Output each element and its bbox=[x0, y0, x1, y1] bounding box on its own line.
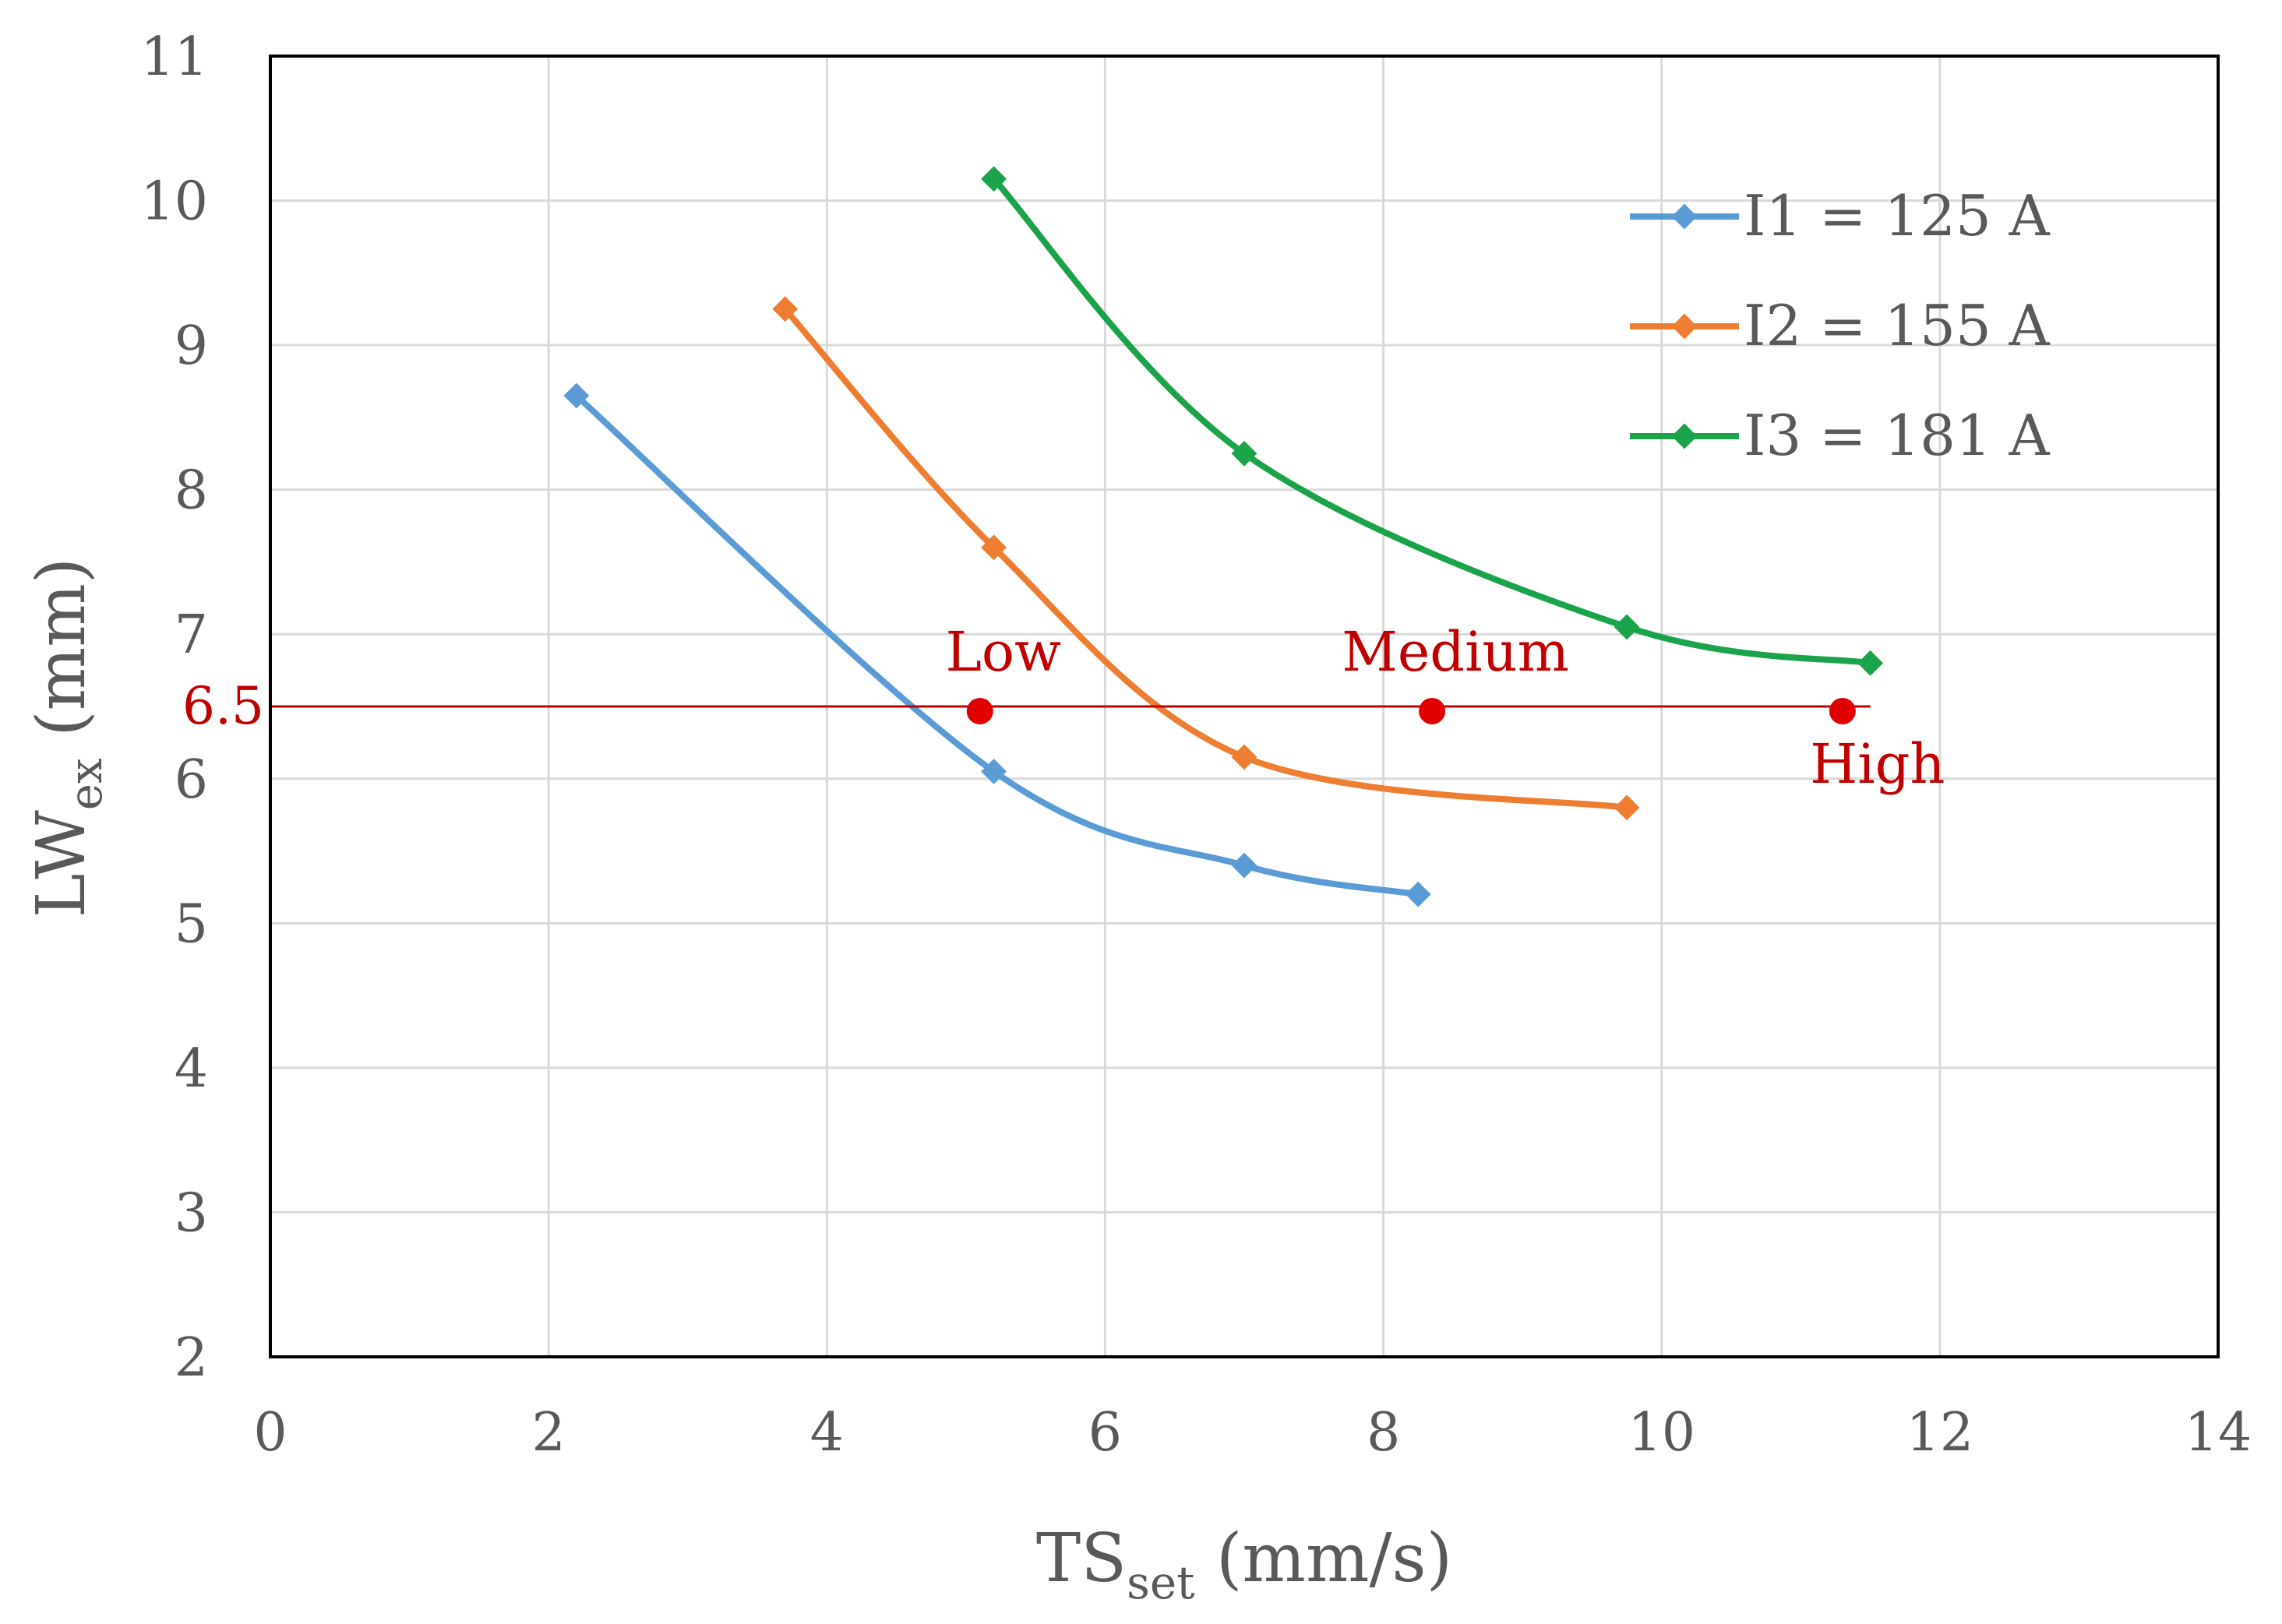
data-point-marker bbox=[1231, 440, 1257, 467]
series-3 bbox=[981, 166, 1883, 676]
y-tick-label: 5 bbox=[175, 893, 208, 955]
data-point-marker bbox=[563, 382, 590, 409]
x-tick-label: 0 bbox=[253, 1402, 287, 1464]
annotation-point bbox=[966, 698, 993, 724]
y-tick-label: 7 bbox=[175, 604, 208, 666]
y-tick-label: 10 bbox=[140, 171, 208, 233]
data-point-marker bbox=[981, 534, 1007, 561]
reference-layer: 6.5 Low Medium High bbox=[182, 620, 1945, 796]
data-point-marker bbox=[1231, 744, 1257, 770]
annotation-medium: Medium bbox=[1342, 620, 1569, 724]
legend-marker bbox=[1671, 423, 1698, 449]
y-tick-label: 9 bbox=[175, 315, 208, 377]
annotation-high: High bbox=[1810, 698, 1945, 796]
x-axis-title-main: TS bbox=[1036, 1520, 1127, 1598]
y-axis-title: LWex (mm) bbox=[23, 558, 112, 918]
x-tick-label: 6 bbox=[1088, 1402, 1122, 1464]
series-layer bbox=[563, 166, 1883, 907]
reference-line-label: 6.5 bbox=[182, 676, 264, 736]
x-tick-label: 2 bbox=[532, 1402, 566, 1464]
y-axis-title-unit: (mm) bbox=[23, 558, 101, 759]
y-axis-title-main: LW bbox=[23, 810, 101, 918]
legend-item-1: I1 = 125 A bbox=[1630, 183, 2051, 248]
series-1 bbox=[563, 382, 1431, 907]
data-point-marker bbox=[981, 166, 1007, 192]
y-tick-label: 2 bbox=[175, 1327, 208, 1389]
x-tick-label: 10 bbox=[1628, 1402, 1695, 1464]
series-line bbox=[781, 305, 1631, 811]
y-tick-label: 4 bbox=[175, 1038, 208, 1100]
plot-frame bbox=[269, 55, 2220, 1358]
x-axis-title-unit: (mm/s) bbox=[1195, 1520, 1453, 1598]
legend-label: I3 = 181 A bbox=[1744, 403, 2051, 468]
series-2 bbox=[772, 296, 1640, 821]
legend-marker bbox=[1671, 203, 1698, 230]
legend: I1 = 125 A I2 = 155 A I3 = 181 A bbox=[1630, 183, 2051, 468]
x-tick-label: 12 bbox=[1906, 1402, 1974, 1464]
y-tick-label: 11 bbox=[140, 26, 208, 88]
legend-item-2: I2 = 155 A bbox=[1630, 293, 2051, 358]
y-tick-label: 8 bbox=[175, 460, 208, 522]
data-point-marker bbox=[1405, 881, 1431, 907]
annotation-point bbox=[1829, 698, 1856, 724]
x-axis-title: TSset (mm/s) bbox=[1036, 1520, 1452, 1609]
x-tick-label: 14 bbox=[2185, 1402, 2252, 1464]
data-point-marker bbox=[1614, 794, 1640, 821]
data-point-marker bbox=[1231, 852, 1257, 879]
x-axis-ticks: 0 2 4 6 8 10 12 14 bbox=[253, 1402, 2252, 1464]
annotation-label: High bbox=[1810, 732, 1945, 796]
x-tick-label: 4 bbox=[810, 1402, 844, 1464]
data-point-marker bbox=[772, 296, 799, 322]
y-axis-ticks: 2 3 4 5 6 7 8 9 10 11 bbox=[140, 26, 208, 1389]
annotation-low: Low bbox=[945, 620, 1061, 724]
legend-item-3: I3 = 181 A bbox=[1630, 403, 2051, 468]
series-line bbox=[573, 393, 1422, 898]
legend-marker bbox=[1671, 313, 1698, 340]
legend-label: I1 = 125 A bbox=[1744, 183, 2051, 248]
y-tick-label: 3 bbox=[175, 1182, 208, 1244]
x-axis-title-subscript: set bbox=[1127, 1556, 1194, 1609]
annotation-label: Medium bbox=[1342, 620, 1569, 684]
series-line bbox=[990, 175, 1874, 667]
data-point-marker bbox=[1614, 614, 1640, 640]
annotation-point bbox=[1419, 698, 1446, 724]
annotation-label: Low bbox=[945, 620, 1061, 684]
legend-label: I2 = 155 A bbox=[1744, 293, 2051, 358]
x-tick-label: 8 bbox=[1367, 1402, 1400, 1464]
data-point-marker bbox=[981, 759, 1007, 784]
data-point-marker bbox=[1857, 650, 1883, 676]
y-tick-label: 6 bbox=[175, 749, 208, 811]
y-axis-title-subscript: ex bbox=[59, 758, 112, 810]
